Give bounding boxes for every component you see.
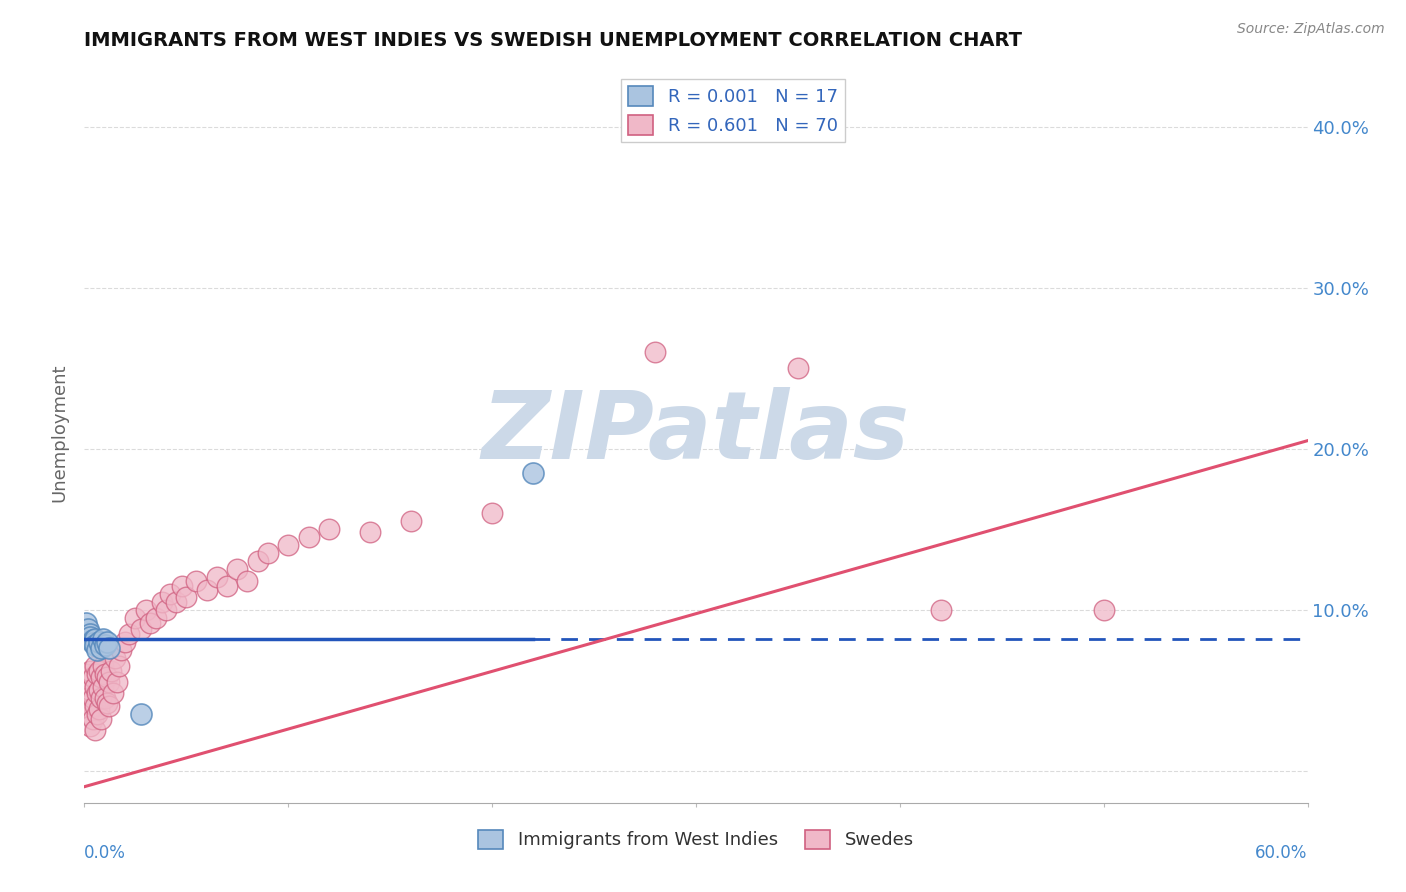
Point bbox=[75, 667, 97, 681]
Point bbox=[82, 712, 104, 726]
Point bbox=[100, 664, 122, 678]
Point bbox=[87, 683, 110, 698]
Point bbox=[75, 699, 97, 714]
Point bbox=[205, 570, 228, 584]
Text: IMMIGRANTS FROM WEST INDIES VS SWEDISH UNEMPLOYMENT CORRELATION CHART: IMMIGRANTS FROM WEST INDIES VS SWEDISH U… bbox=[84, 30, 1022, 50]
Point bbox=[83, 699, 105, 714]
Point bbox=[399, 514, 422, 528]
Point bbox=[298, 530, 321, 544]
Point bbox=[246, 554, 269, 568]
Point bbox=[93, 638, 115, 652]
Point bbox=[481, 506, 503, 520]
Point bbox=[91, 632, 114, 646]
Point bbox=[104, 651, 127, 665]
Point bbox=[86, 667, 108, 681]
Point bbox=[110, 643, 132, 657]
Point bbox=[131, 622, 153, 636]
Text: Source: ZipAtlas.com: Source: ZipAtlas.com bbox=[1237, 22, 1385, 37]
Point bbox=[108, 659, 131, 673]
Point bbox=[644, 345, 666, 359]
Point bbox=[82, 670, 104, 684]
Point bbox=[77, 675, 100, 690]
Point bbox=[172, 578, 194, 592]
Point bbox=[150, 594, 173, 608]
Point bbox=[83, 723, 105, 738]
Point bbox=[97, 641, 120, 656]
Point bbox=[277, 538, 299, 552]
Text: 0.0%: 0.0% bbox=[84, 844, 127, 862]
Point bbox=[195, 583, 218, 598]
Point bbox=[787, 361, 810, 376]
Point bbox=[79, 718, 101, 732]
Point bbox=[217, 578, 239, 592]
Point bbox=[90, 712, 112, 726]
Point bbox=[77, 691, 100, 706]
Point bbox=[257, 546, 280, 560]
Point bbox=[86, 707, 108, 722]
Point bbox=[105, 675, 128, 690]
Point bbox=[82, 691, 104, 706]
Point bbox=[77, 707, 100, 722]
Point bbox=[82, 633, 104, 648]
Point bbox=[135, 602, 157, 616]
Point bbox=[97, 699, 120, 714]
Point bbox=[83, 680, 105, 694]
Text: 60.0%: 60.0% bbox=[1256, 844, 1308, 862]
Point bbox=[155, 602, 177, 616]
Point bbox=[174, 590, 197, 604]
Point bbox=[77, 622, 100, 636]
Point bbox=[83, 659, 105, 673]
Y-axis label: Unemployment: Unemployment bbox=[51, 363, 69, 502]
Point bbox=[118, 627, 141, 641]
Point bbox=[131, 707, 153, 722]
Point bbox=[90, 670, 112, 684]
Point bbox=[75, 615, 97, 630]
Point bbox=[91, 680, 114, 694]
Point bbox=[82, 636, 104, 650]
Point bbox=[79, 630, 101, 644]
Point bbox=[91, 659, 114, 673]
Point bbox=[226, 562, 249, 576]
Point bbox=[90, 641, 112, 656]
Point bbox=[96, 670, 118, 684]
Point bbox=[83, 638, 105, 652]
Point bbox=[93, 691, 115, 706]
Point bbox=[86, 686, 108, 700]
Point bbox=[101, 686, 124, 700]
Point bbox=[124, 610, 146, 624]
Point bbox=[79, 664, 101, 678]
Point bbox=[93, 667, 115, 681]
Point bbox=[114, 635, 136, 649]
Point bbox=[236, 574, 259, 588]
Text: ZIPatlas: ZIPatlas bbox=[482, 386, 910, 479]
Point bbox=[96, 635, 118, 649]
Point bbox=[79, 683, 101, 698]
Point bbox=[159, 586, 181, 600]
Point bbox=[90, 691, 112, 706]
Point bbox=[79, 627, 101, 641]
Point bbox=[165, 594, 187, 608]
Point bbox=[186, 574, 208, 588]
Point bbox=[87, 664, 110, 678]
Point bbox=[318, 522, 340, 536]
Point bbox=[145, 610, 167, 624]
Point bbox=[929, 602, 952, 616]
Point bbox=[86, 643, 108, 657]
Legend: Immigrants from West Indies, Swedes: Immigrants from West Indies, Swedes bbox=[471, 822, 921, 856]
Point bbox=[79, 702, 101, 716]
Point bbox=[522, 466, 544, 480]
Point bbox=[97, 675, 120, 690]
Point bbox=[138, 615, 160, 630]
Point bbox=[359, 525, 381, 540]
Point bbox=[96, 696, 118, 710]
Point bbox=[1092, 602, 1115, 616]
Point bbox=[87, 702, 110, 716]
Point bbox=[83, 632, 105, 646]
Point bbox=[87, 635, 110, 649]
